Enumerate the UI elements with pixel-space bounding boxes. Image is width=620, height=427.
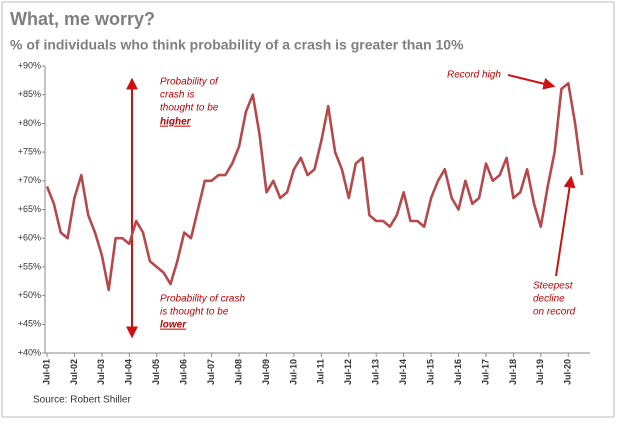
x-tick-label: Jul-08 xyxy=(233,359,243,385)
annotation: Steepest xyxy=(533,281,574,292)
annotation: is thought to be xyxy=(160,307,229,318)
x-tick-label: Jul-16 xyxy=(453,359,463,385)
annotation: thought to be xyxy=(160,103,219,114)
line xyxy=(45,81,584,292)
x-tick-label: Jul-11 xyxy=(316,359,326,385)
annotation: lower xyxy=(160,320,187,331)
y-tick-label: +65% xyxy=(18,204,41,214)
annotation: higher xyxy=(160,117,192,128)
annotation: on record xyxy=(533,307,576,318)
y-tick-label: +80% xyxy=(18,118,41,128)
x-tick-label: Jul-18 xyxy=(508,359,518,385)
x-tick-label: Jul-13 xyxy=(371,359,381,385)
x-tick-label: Jul-02 xyxy=(69,359,79,385)
x-tick-label: Jul-05 xyxy=(151,359,161,385)
arrow-decline xyxy=(555,175,576,277)
annotation: decline xyxy=(533,294,565,305)
x-tick-label: Jul-15 xyxy=(425,359,435,385)
x-tick-label: Jul-20 xyxy=(563,359,573,385)
x-tick-label: Jul-03 xyxy=(96,359,106,385)
y-tick-label: +55% xyxy=(18,261,41,271)
chart-subtitle: % of individuals who think probability o… xyxy=(10,37,464,53)
y-tick-label: +60% xyxy=(18,233,41,243)
x-tick-label: Jul-01 xyxy=(41,359,51,385)
y-tick-label: +40% xyxy=(18,347,41,357)
annotation: Probability of xyxy=(160,77,219,88)
annotation: Record high xyxy=(447,70,501,81)
x-tick-label: Jul-14 xyxy=(398,359,408,385)
y-tick-label: +50% xyxy=(18,290,41,300)
arrow-record xyxy=(507,74,556,90)
y-tick-label: +45% xyxy=(18,319,41,329)
y-tick-label: +70% xyxy=(18,175,41,185)
y-tick-label: +85% xyxy=(18,89,41,99)
x-tick-label: Jul-10 xyxy=(288,359,298,385)
x-tick-label: Jul-07 xyxy=(206,359,216,385)
y-tick-label: +75% xyxy=(18,146,41,156)
x-tick-label: Jul-06 xyxy=(179,359,189,385)
x-tick-label: Jul-19 xyxy=(535,359,545,385)
chart-title: What, me worry? xyxy=(10,9,155,29)
annotation: Probability of crash xyxy=(160,294,245,305)
x-tick-label: Jul-04 xyxy=(124,359,134,385)
annotation: crash is xyxy=(160,90,194,101)
x-tick-label: Jul-09 xyxy=(261,359,271,385)
x-tick-label: Jul-12 xyxy=(343,359,353,385)
source: Source: Robert Shiller xyxy=(33,395,131,406)
x-tick-label: Jul-17 xyxy=(480,359,490,385)
frame xyxy=(1,1,615,418)
y-tick-label: +90% xyxy=(18,60,41,70)
